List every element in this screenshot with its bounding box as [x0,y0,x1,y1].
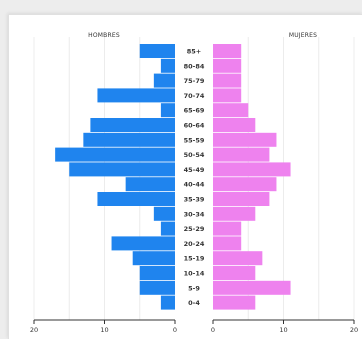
age-label: 35-39 [184,196,205,204]
bar-mujeres-0-4 [213,295,256,310]
bar-hombres-45-49 [69,162,175,177]
bar-mujeres-75-79 [213,73,242,88]
series-label-hombres: HOMBRES [88,32,120,39]
bar-mujeres-80-84 [213,58,242,73]
bar-mujeres-40-44 [213,177,277,192]
bar-mujeres-20-24 [213,236,242,251]
age-label: 75-79 [184,77,205,85]
x-tick-label: 10 [279,326,287,334]
bar-hombres-15-19 [132,251,175,266]
age-label: 40-44 [184,181,205,189]
bar-hombres-40-44 [125,177,175,192]
bar-hombres-70-74 [97,88,175,103]
bar-mujeres-25-29 [213,221,242,236]
bar-hombres-35-39 [97,192,175,206]
bar-hombres-75-79 [153,73,175,88]
bar-hombres-5-9 [139,280,175,295]
bar-hombres-60-64 [90,118,175,132]
age-label: 65-69 [184,107,205,115]
bar-mujeres-50-54 [213,147,270,162]
bar-mujeres-60-64 [213,118,256,132]
bar-hombres-65-69 [160,103,175,118]
bar-hombres-0-4 [160,295,175,310]
age-label: 15-19 [184,255,205,263]
bar-mujeres-55-59 [213,132,277,147]
bar-mujeres-45-49 [213,162,291,177]
bar-mujeres-15-19 [213,251,263,266]
age-label: 10-14 [184,270,205,278]
age-label: 45-49 [184,166,205,174]
bar-hombres-25-29 [160,221,175,236]
bar-mujeres-5-9 [213,280,291,295]
bar-hombres-85+ [139,44,175,58]
x-tick-label: 20 [30,326,38,334]
bar-hombres-20-24 [111,236,175,251]
age-label: 30-34 [184,210,205,218]
age-label: 60-64 [184,122,205,130]
bar-hombres-50-54 [55,147,175,162]
bar-hombres-30-34 [153,206,175,221]
bar-mujeres-30-34 [213,206,256,221]
x-tick-label: 20 [350,326,358,334]
bar-hombres-10-14 [139,266,175,280]
bar-hombres-55-59 [83,132,175,147]
age-label: 20-24 [184,240,205,248]
bar-mujeres-10-14 [213,266,256,280]
age-label: 70-74 [184,92,205,100]
age-label: 25-29 [184,225,205,233]
series-label-mujeres: MUJERES [289,32,317,39]
bar-mujeres-85+ [213,44,242,58]
bar-hombres-80-84 [160,58,175,73]
age-label: 0-4 [188,299,200,307]
age-label: 5-9 [188,284,200,292]
age-label: 55-59 [184,136,205,144]
x-tick-label: 0 [211,326,215,334]
population-pyramid-chart: HOMBRES MUJERES 85+ 80-84 75-79 70-74 65-69 60-… [30,32,358,334]
age-label: 85+ [187,48,202,56]
x-tick-label: 10 [100,326,108,334]
bar-mujeres-65-69 [213,103,249,118]
bar-mujeres-35-39 [213,192,270,206]
bar-mujeres-70-74 [213,88,242,103]
x-tick-label: 0 [173,326,177,334]
age-label: 50-54 [184,151,205,159]
chart-panel: HOMBRES MUJERES 85+ 80-84 75-79 70-74 65-69 60-… [8,14,362,339]
age-label: 80-84 [184,62,205,70]
